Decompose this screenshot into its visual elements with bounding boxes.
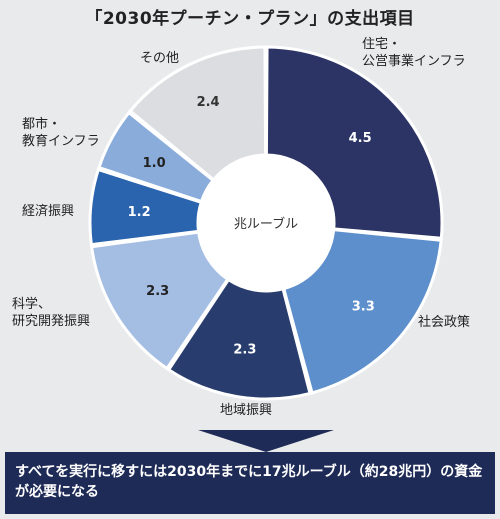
category-label-5: 都市・教育インフラ <box>22 116 100 149</box>
category-label-0: 住宅・公営事業インフラ <box>362 37 466 69</box>
value-label-1: 3.3 <box>352 299 375 314</box>
center-hole <box>198 155 334 291</box>
center-label: 兆ルーブル <box>234 216 298 232</box>
category-label-1: 社会政策 <box>418 314 470 330</box>
category-label-2: 地域振興 <box>220 403 272 418</box>
value-label-0: 4.5 <box>349 131 372 146</box>
summary-box: すべてを実行に移すには2030年までに17兆ルーブル（約28兆円）の資金が必要に… <box>5 452 495 514</box>
chart-title: 「2030年プーチン・プラン」の支出項目 <box>85 9 415 29</box>
value-labels-group: 4.5 3.3 2.3 2.3 1.2 1.0 2.4 <box>128 95 375 358</box>
category-label-4: 経済振興 <box>22 203 74 219</box>
value-label-6: 2.4 <box>197 95 220 110</box>
summary-note: すべてを実行に移すには2030年までに17兆ルーブル（約28兆円）の資金が必要に… <box>15 464 483 500</box>
category-label-3: 科学、研究開発振興 <box>12 296 90 329</box>
category-label-6: その他 <box>140 51 179 66</box>
value-label-2: 2.3 <box>233 343 256 358</box>
value-label-4: 1.2 <box>128 205 151 220</box>
value-label-3: 2.3 <box>146 284 169 299</box>
value-label-5: 1.0 <box>143 156 166 171</box>
